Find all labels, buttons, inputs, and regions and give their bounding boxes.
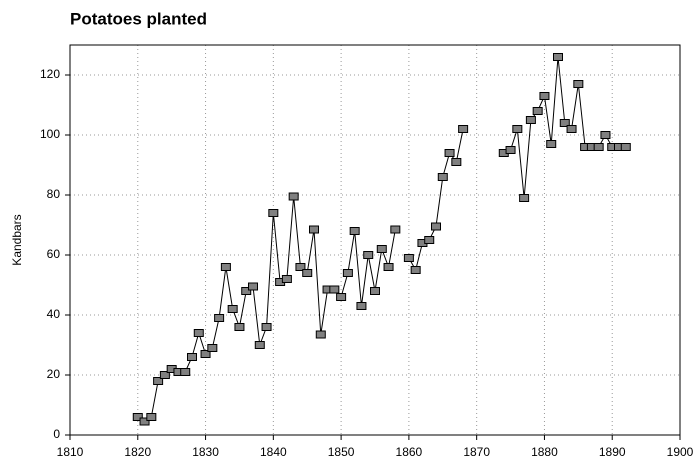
point-marker <box>519 194 530 202</box>
point-marker <box>444 149 455 157</box>
point-marker <box>376 245 387 253</box>
point-marker <box>363 251 374 259</box>
point-marker <box>451 158 462 166</box>
point-marker <box>553 53 563 61</box>
point-marker <box>403 254 414 262</box>
point-marker <box>220 263 231 271</box>
point-marker <box>620 143 631 151</box>
point-marker <box>234 323 245 331</box>
point-marker <box>424 236 435 244</box>
point-marker <box>593 143 604 151</box>
point-marker <box>268 209 279 217</box>
x-tick-label: 1830 <box>192 445 219 459</box>
point-marker <box>342 269 353 277</box>
y-tick-label: 80 <box>47 187 61 201</box>
point-marker <box>559 119 570 127</box>
point-marker <box>525 116 536 124</box>
point-marker <box>566 125 577 133</box>
x-tick-label: 1810 <box>57 445 84 459</box>
point-marker <box>336 293 347 301</box>
x-tick-label: 1860 <box>396 445 423 459</box>
point-marker <box>139 417 150 426</box>
point-marker <box>227 305 238 313</box>
point-marker <box>132 413 143 421</box>
x-tick-label: 1840 <box>260 445 287 459</box>
point-marker <box>390 225 401 234</box>
point-marker <box>532 107 543 115</box>
y-tick-label: 20 <box>47 367 61 381</box>
point-marker <box>295 263 306 271</box>
y-tick-label: 0 <box>53 427 60 441</box>
point-marker <box>431 222 441 231</box>
point-marker <box>309 225 319 234</box>
point-marker <box>214 314 225 322</box>
point-marker <box>458 125 469 133</box>
point-marker <box>207 344 218 352</box>
point-marker <box>383 263 394 271</box>
point-marker <box>437 173 448 181</box>
point-marker <box>600 131 611 139</box>
point-marker <box>248 282 258 291</box>
point-marker <box>254 341 265 349</box>
y-tick-label: 40 <box>47 307 61 321</box>
x-tick-label: 1890 <box>599 445 626 459</box>
point-marker <box>159 371 170 379</box>
chart-title: Potatoes planted <box>70 9 207 28</box>
point-marker <box>288 192 299 201</box>
x-tick-label: 1820 <box>124 445 151 459</box>
point-marker <box>200 350 211 358</box>
point-marker <box>573 80 584 88</box>
point-marker <box>153 377 164 385</box>
plot-frame <box>69 44 681 436</box>
x-tick-label: 1850 <box>328 445 355 459</box>
point-marker <box>349 227 360 235</box>
y-tick-label: 120 <box>40 67 60 81</box>
y-tick-label: 100 <box>40 127 60 141</box>
point-marker <box>180 368 191 376</box>
point-marker <box>512 125 523 133</box>
series-line <box>137 56 626 423</box>
point-marker <box>193 329 204 337</box>
point-marker <box>539 92 550 100</box>
point-marker <box>187 353 197 361</box>
point-marker <box>281 275 292 283</box>
point-marker <box>302 269 313 277</box>
x-tick-label: 1870 <box>463 445 490 459</box>
point-marker <box>410 266 421 274</box>
point-marker <box>505 146 516 154</box>
y-axis-label: Kandbars <box>10 214 24 265</box>
x-tick-label: 1880 <box>531 445 558 459</box>
point-marker <box>261 323 272 331</box>
point-marker <box>546 140 557 148</box>
point-marker <box>370 287 380 295</box>
point-marker <box>241 287 252 295</box>
point-marker <box>146 413 157 421</box>
y-tick-label: 60 <box>47 247 61 261</box>
point-marker <box>329 285 340 294</box>
x-tick-label: 1900 <box>667 445 694 459</box>
point-marker <box>315 330 326 339</box>
point-marker <box>356 302 367 310</box>
